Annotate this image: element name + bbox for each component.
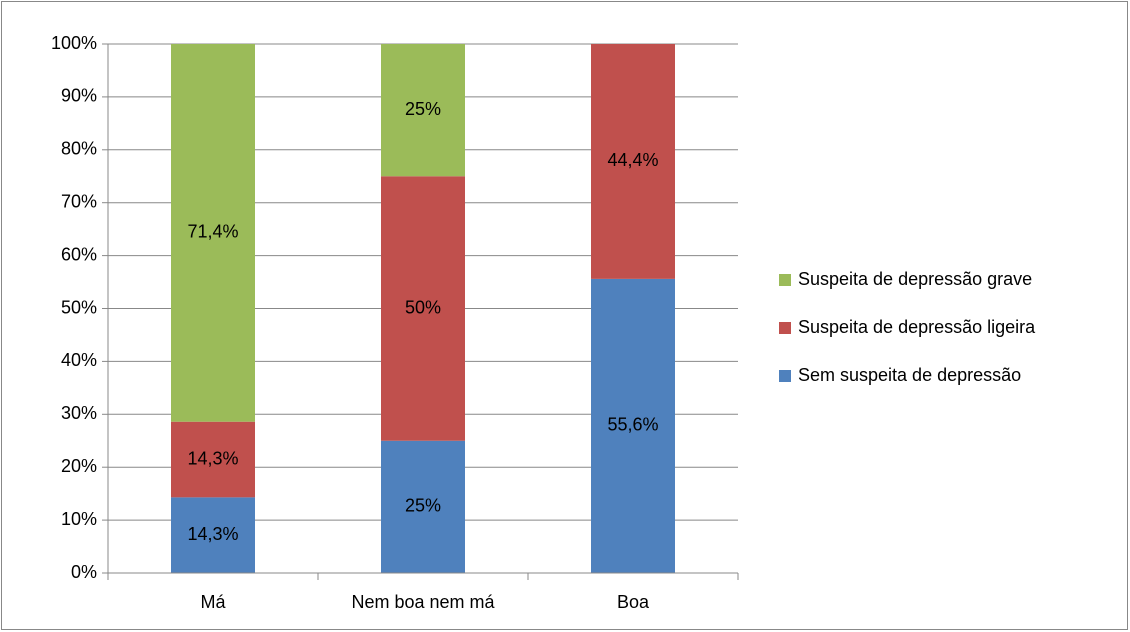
data-label: 14,3% (187, 524, 238, 544)
y-tick-label: 0% (71, 562, 97, 582)
bar-segment (171, 421, 255, 498)
data-label: 14,3% (187, 448, 238, 468)
bar-segment (171, 44, 255, 422)
y-tick-label: 100% (51, 33, 97, 53)
data-label: 50% (405, 297, 441, 317)
legend-label: Suspeita de depressão grave (798, 269, 1032, 289)
data-label: 25% (405, 496, 441, 516)
y-tick-label: 60% (61, 244, 97, 264)
legend-label: Sem suspeita de depressão (798, 365, 1021, 385)
x-tick-label: Má (200, 592, 226, 612)
data-label: 25% (405, 99, 441, 119)
y-tick-label: 30% (61, 403, 97, 423)
y-tick-label: 20% (61, 456, 97, 476)
y-tick-label: 50% (61, 297, 97, 317)
y-tick-label: 40% (61, 350, 97, 370)
legend-swatch (779, 370, 791, 382)
legend-label: Suspeita de depressão ligeira (798, 317, 1036, 337)
bar-segment (381, 176, 465, 441)
y-tick-label: 70% (61, 191, 97, 211)
bar-segment (381, 44, 465, 177)
data-label: 55,6% (607, 415, 658, 435)
legend-swatch (779, 274, 791, 286)
bar-segment (591, 278, 675, 573)
data-label: 71,4% (187, 222, 238, 242)
x-tick-label: Nem boa nem má (351, 592, 495, 612)
bar-segment (591, 44, 675, 279)
bar-segment (381, 440, 465, 573)
x-tick-label: Boa (617, 592, 650, 612)
y-tick-label: 80% (61, 139, 97, 159)
bar-segment (171, 497, 255, 573)
y-tick-label: 90% (61, 86, 97, 106)
legend-swatch (779, 322, 791, 334)
y-tick-label: 10% (61, 509, 97, 529)
data-label: 44,4% (607, 150, 658, 170)
